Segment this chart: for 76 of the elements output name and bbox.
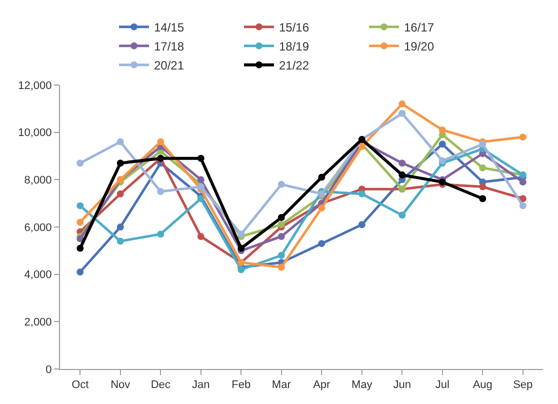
point [479,195,486,202]
point [76,218,84,226]
x-tick-label: Jan [192,379,210,392]
point [358,221,366,228]
legend-label: 21/22 [279,58,310,72]
point [398,100,406,108]
legend-label: 17/18 [154,40,184,54]
y-tick-label: 4,000 [24,269,52,282]
point [76,202,84,210]
point [519,202,526,210]
point [197,154,204,162]
x-tick-label: Oct [72,379,89,392]
legend-label: 14/15 [154,20,184,34]
y-tick-label: 8,000 [24,174,52,187]
point [358,190,366,198]
point [519,178,526,186]
point [479,183,486,190]
y-tick-label: 2,000 [24,316,52,329]
point [197,176,204,184]
point [76,268,84,276]
point [358,143,366,150]
x-tick-label: Apr [313,379,331,392]
x-tick-label: Sep [513,379,533,392]
x-tick-label: Mar [272,379,292,392]
point [519,195,526,202]
point [116,224,124,230]
x-tick-label: Jul [435,379,450,392]
point [479,140,486,148]
legend-label: 18/19 [279,40,310,54]
point [116,160,124,167]
point [438,157,446,164]
point [116,138,124,146]
x-tick-label: Aug [472,379,492,392]
point [318,204,326,212]
point [278,252,285,259]
point [519,134,526,141]
point [76,160,84,167]
legend-label: 20/21 [154,58,184,72]
point [278,232,285,240]
point [398,212,406,219]
point [76,244,84,252]
y-tick-label: 6,000 [24,222,52,234]
point [197,183,204,190]
x-tick-label: May [351,379,373,392]
legend-label: 19/20 [404,40,434,54]
point [438,126,446,134]
x-tick-label: Feb [232,379,251,392]
point [157,230,164,238]
point [278,214,285,222]
legend-label: 16/17 [404,20,434,34]
point [157,188,164,195]
point [278,180,285,188]
point [116,190,124,198]
point [278,221,285,228]
point [318,174,326,181]
point [318,190,326,198]
point [438,140,446,148]
legend-label: 15/16 [279,20,310,34]
y-tick-label: 12,000 [18,80,52,92]
point [116,238,124,245]
y-tick-label: 0 [46,364,52,376]
point [398,160,406,167]
point [398,110,406,117]
point [318,240,326,248]
x-tick-label: Dec [150,379,171,392]
point [157,138,164,146]
point [398,171,406,178]
point [238,244,245,252]
y-tick-label: 10,000 [18,127,52,140]
point [238,266,245,274]
x-tick-label: Nov [110,379,131,392]
point [197,195,204,202]
point [479,164,486,172]
x-tick-label: Jun [393,379,412,392]
point [197,232,204,240]
point [278,264,285,271]
